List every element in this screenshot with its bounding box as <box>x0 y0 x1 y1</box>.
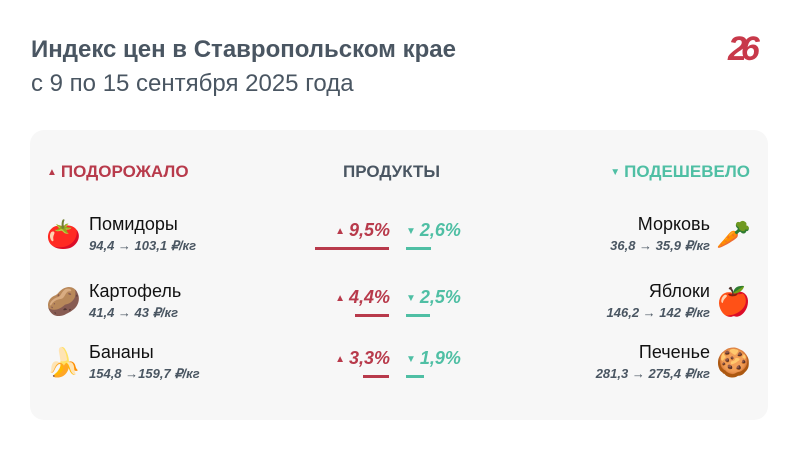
decrease-bar <box>406 247 431 250</box>
product-emoji-icon: 🍎 <box>716 286 751 317</box>
product-emoji-icon: 🥕 <box>716 219 751 250</box>
header-down: ▼ ПОДЕШЕВЕЛО <box>610 162 750 182</box>
header-down-label: ПОДЕШЕВЕЛО <box>624 162 750 181</box>
page-subtitle: с 9 по 15 сентября 2025 года <box>31 70 354 97</box>
page-title: Индекс цен в Ставропольском крае <box>31 36 456 63</box>
product-emoji-icon: 🍪 <box>716 347 751 378</box>
decrease-value: 1,9% <box>419 348 461 368</box>
triangle-up-icon: ▲ <box>47 167 57 178</box>
product-emoji-icon: 🥔 <box>46 286 81 317</box>
product-name: Печенье <box>638 342 710 362</box>
increase-percent: ▲ 3,3% <box>335 348 390 369</box>
product-emoji-icon: 🍅 <box>46 219 81 250</box>
triangle-up-icon: ▲ <box>335 226 345 237</box>
increase-percent: ▲ 9,5% <box>335 220 390 241</box>
decrease-value: 2,5% <box>419 287 461 307</box>
increase-bar <box>354 314 389 317</box>
triangle-up-icon: ▲ <box>335 354 345 365</box>
header-up-label: ПОДОРОЖАЛО <box>60 162 189 181</box>
increase-percent: ▲ 4,4% <box>335 287 390 308</box>
triangle-down-icon: ▼ <box>406 226 416 237</box>
decrease-percent: ▼ 1,9% <box>406 348 461 369</box>
table-row: 🍅 Помидоры 94,4 → 103,1 ₽/кг ▲ 9,5% ▼ 2,6%… <box>0 214 800 264</box>
product-price: 146,2 → 142 ₽/кг <box>606 305 710 320</box>
increase-value: 4,4% <box>348 287 390 307</box>
increase-bar <box>314 247 389 250</box>
decrease-percent: ▼ 2,5% <box>406 287 461 308</box>
logo-26: 26 <box>728 30 760 68</box>
product-price: 154,8 →159,7 ₽/кг <box>89 366 200 381</box>
triangle-down-icon: ▼ <box>406 354 416 365</box>
product-price: 94,4 → 103,1 ₽/кг <box>89 238 197 253</box>
product-price: 281,3 → 275,4 ₽/кг <box>595 366 710 381</box>
increase-value: 9,5% <box>348 220 390 240</box>
triangle-up-icon: ▲ <box>335 293 345 304</box>
header-products: ПРОДУКТЫ <box>343 162 441 181</box>
product-name: Яблоки <box>648 281 710 301</box>
increase-bar <box>363 375 389 378</box>
triangle-down-icon: ▼ <box>610 167 621 178</box>
price-card <box>30 130 768 420</box>
product-emoji-icon: 🍌 <box>46 347 81 378</box>
triangle-down-icon: ▼ <box>406 293 416 304</box>
header-up: ▲ ПОДОРОЖАЛО <box>47 162 189 182</box>
product-name: Помидоры <box>89 214 178 234</box>
product-name: Морковь <box>637 214 710 234</box>
product-name: Картофель <box>89 281 182 301</box>
decrease-bar <box>406 375 425 378</box>
decrease-value: 2,6% <box>419 220 461 240</box>
table-row: 🥔 Картофель 41,4 → 43 ₽/кг ▲ 4,4% ▼ 2,5% Я… <box>0 281 800 331</box>
product-price: 41,4 → 43 ₽/кг <box>89 305 179 320</box>
product-price: 36,8 → 35,9 ₽/кг <box>610 238 710 253</box>
table-row: 🍌 Бананы 154,8 →159,7 ₽/кг ▲ 3,3% ▼ 1,9% П… <box>0 342 800 392</box>
product-name: Бананы <box>89 342 154 362</box>
increase-value: 3,3% <box>348 348 390 368</box>
decrease-percent: ▼ 2,6% <box>406 220 461 241</box>
decrease-bar <box>406 314 430 317</box>
